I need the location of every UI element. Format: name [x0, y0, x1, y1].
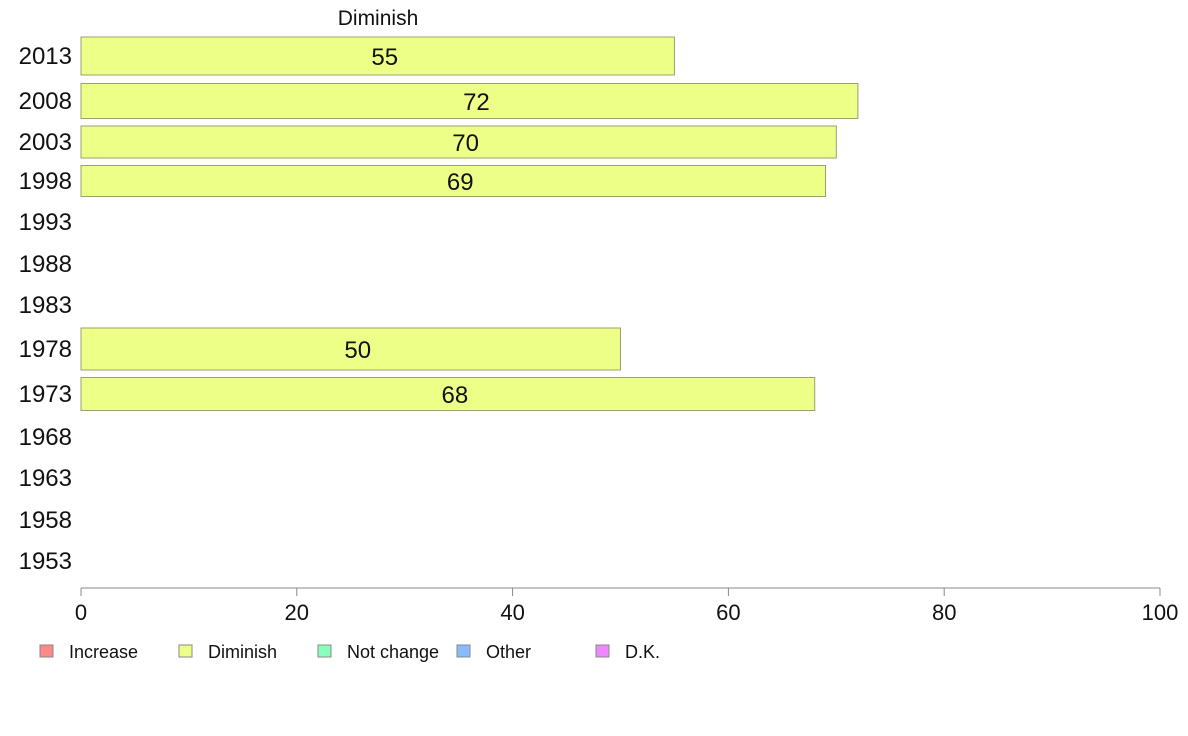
bar: [80, 377, 816, 411]
legend-swatch: [39, 644, 54, 658]
y-tick-label: 1978: [19, 336, 72, 363]
x-tick-label: 80: [932, 600, 956, 625]
x-tick-label: 100: [1142, 600, 1179, 625]
bar: [80, 36, 675, 76]
y-tick-label: 1968: [19, 424, 72, 451]
y-tick-label: 1988: [19, 251, 72, 278]
legend-label: D.K.: [625, 642, 660, 662]
x-tick-label: 40: [500, 600, 524, 625]
x-tick-label: 0: [75, 600, 87, 625]
y-tick-label: 2008: [19, 88, 72, 115]
legend-item: Diminish: [178, 642, 277, 662]
bar: [80, 83, 859, 119]
y-tick-label: 1958: [19, 507, 72, 534]
y-tick-label: 1953: [19, 548, 72, 575]
legend-item: D.K.: [595, 642, 660, 662]
bar-value-label: 55: [371, 44, 398, 71]
legend-label: Diminish: [208, 642, 277, 662]
bar-value-label: 72: [463, 89, 490, 116]
bar-value-label: 68: [442, 382, 469, 409]
bar: [80, 327, 621, 371]
y-tick-label: 1998: [19, 168, 72, 195]
bar-value-label: 70: [452, 130, 479, 157]
y-axis-labels: 2013 2008 2003 1998 1993 1988 1983 1978 1973 1968…: [19, 43, 72, 575]
chart-title: Diminish: [338, 7, 419, 30]
legend: Increase Diminish Not change Other D.K.: [39, 642, 660, 662]
y-tick-label: 1993: [19, 209, 72, 236]
legend-swatch: [595, 644, 610, 658]
legend-swatch: [317, 644, 332, 658]
legend-label: Not change: [347, 642, 439, 662]
y-tick-label: 1973: [19, 381, 72, 408]
y-tick-label: 2003: [19, 129, 72, 156]
x-axis-ticks: 0 20 40 60 80 100: [75, 588, 1178, 625]
legend-item: Other: [456, 642, 531, 662]
legend-item: Increase: [39, 642, 138, 662]
legend-label: Increase: [69, 642, 138, 662]
legend-swatch: [178, 644, 193, 658]
legend-label: Other: [486, 642, 531, 662]
bar-value-label: 50: [344, 337, 371, 364]
y-tick-label: 1983: [19, 292, 72, 319]
bars: 55 72 70 69 50 68: [80, 36, 859, 411]
bar: [80, 165, 827, 197]
bar-value-label: 69: [447, 169, 474, 196]
bar: [80, 125, 837, 159]
x-tick-label: 60: [716, 600, 740, 625]
y-tick-label: 2013: [19, 43, 72, 70]
legend-swatch: [456, 644, 471, 658]
legend-item: Not change: [317, 642, 439, 662]
y-tick-label: 1963: [19, 465, 72, 492]
x-tick-label: 20: [285, 600, 309, 625]
